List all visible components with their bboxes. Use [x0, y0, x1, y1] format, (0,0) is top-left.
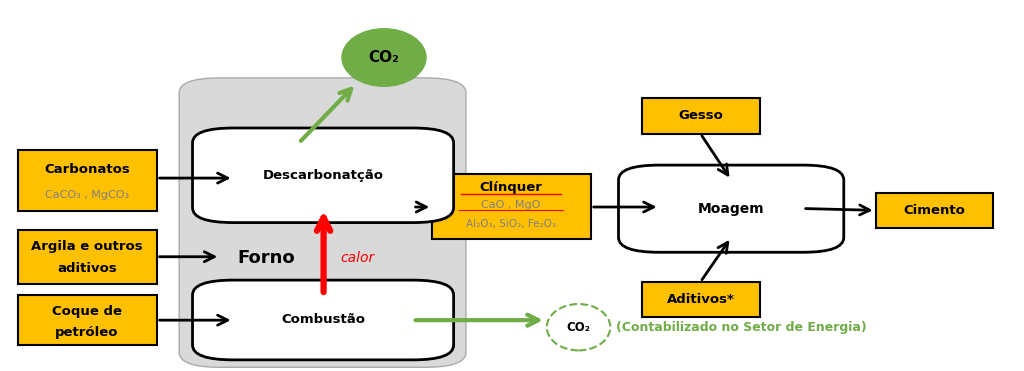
FancyBboxPatch shape: [193, 128, 454, 223]
Text: Argila e outros: Argila e outros: [31, 240, 143, 253]
Text: aditivos: aditivos: [57, 262, 117, 276]
FancyBboxPatch shape: [193, 280, 454, 360]
FancyBboxPatch shape: [876, 193, 993, 228]
FancyBboxPatch shape: [642, 282, 760, 317]
FancyBboxPatch shape: [179, 78, 466, 367]
Text: petróleo: petróleo: [55, 325, 119, 339]
Ellipse shape: [547, 304, 610, 350]
FancyBboxPatch shape: [642, 98, 760, 134]
FancyBboxPatch shape: [18, 295, 157, 345]
Text: Combustão: Combustão: [282, 313, 366, 326]
Text: calor: calor: [340, 251, 374, 265]
FancyBboxPatch shape: [618, 165, 844, 252]
Text: CaCO₃ , MgCO₃: CaCO₃ , MgCO₃: [45, 190, 129, 200]
Text: CaO , MgO: CaO , MgO: [481, 200, 541, 210]
Text: CO₂: CO₂: [566, 321, 591, 334]
Text: Carbonatos: Carbonatos: [44, 163, 130, 176]
Text: Clínquer: Clínquer: [479, 181, 543, 194]
Ellipse shape: [342, 29, 426, 86]
Text: (Contabilizado no Setor de Energia): (Contabilizado no Setor de Energia): [616, 321, 867, 334]
Text: Moagem: Moagem: [697, 201, 765, 216]
FancyBboxPatch shape: [432, 174, 591, 239]
Text: Gesso: Gesso: [678, 108, 723, 122]
Text: Aditivos*: Aditivos*: [667, 293, 734, 306]
Text: Al₂O₃, SiO₂, Fe₂O₃: Al₂O₃, SiO₂, Fe₂O₃: [466, 220, 556, 229]
Text: CO₂: CO₂: [369, 50, 399, 65]
Text: Coque de: Coque de: [52, 305, 122, 318]
FancyBboxPatch shape: [18, 150, 157, 211]
Text: Forno: Forno: [238, 249, 295, 267]
FancyBboxPatch shape: [18, 230, 157, 284]
Text: Descarbonatção: Descarbonatção: [263, 168, 384, 182]
Text: Cimento: Cimento: [903, 204, 965, 217]
